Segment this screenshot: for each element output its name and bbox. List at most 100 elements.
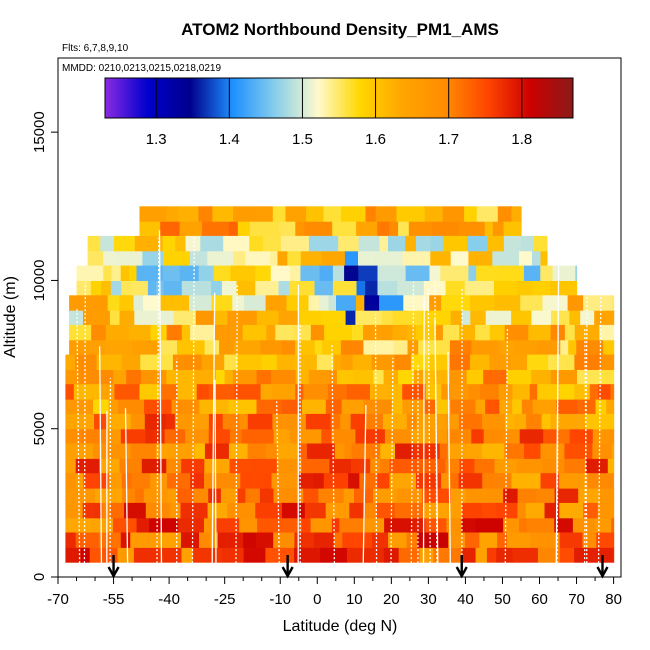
heatmap-cell (486, 488, 504, 504)
heatmap-cell (301, 458, 330, 474)
heatmap-cell (393, 339, 409, 356)
heatmap-cell (442, 324, 460, 341)
heatmap-cell (523, 265, 541, 281)
heatmap-cell (417, 532, 437, 548)
heatmap-cell (306, 206, 325, 222)
x-tick-label: 0 (313, 591, 321, 608)
heatmap-cell (527, 354, 549, 370)
heatmap-cell (181, 532, 200, 548)
heatmap-cell (574, 384, 591, 400)
heatmap-cell (119, 310, 135, 326)
heatmap-cell (424, 206, 444, 222)
heatmap-cell (223, 235, 250, 252)
heatmap-cell (266, 324, 276, 341)
heatmap-cell (194, 443, 206, 459)
x-tick-label: -10 (269, 591, 291, 608)
heatmap-cell (98, 532, 122, 548)
heatmap-cell (446, 517, 462, 534)
heatmap-cell (204, 443, 230, 459)
heatmap-cell (496, 547, 513, 563)
heatmap-cell (156, 547, 183, 563)
heatmap-cell (422, 488, 432, 504)
heatmap-cell (65, 547, 82, 563)
heatmap-cell (398, 369, 415, 385)
heatmap-cell (82, 502, 95, 519)
heatmap-cell (568, 339, 577, 356)
heatmap-cell (294, 532, 315, 548)
heatmap-cell (450, 473, 460, 489)
heatmap-cell (376, 502, 396, 519)
heatmap-cell (264, 473, 272, 489)
heatmap-cell (389, 221, 399, 237)
heatmap-cell (410, 428, 429, 445)
heatmap-cell (65, 354, 76, 370)
heatmap-cell (303, 488, 319, 504)
heatmap-cell (163, 250, 191, 267)
heatmap-cell (130, 280, 149, 296)
heatmap-cell (569, 428, 594, 445)
heatmap-cell (247, 413, 274, 430)
heatmap-cell (358, 265, 379, 281)
heatmap-cell (272, 206, 287, 222)
heatmap-cell (214, 310, 228, 326)
heatmap-cell (279, 221, 296, 237)
heatmap-cell (340, 339, 364, 356)
heatmap-cell (273, 428, 291, 445)
heatmap-cell (560, 339, 569, 356)
heatmap-cell (75, 354, 98, 370)
heatmap-cell (470, 354, 490, 370)
heatmap-cell (228, 399, 258, 415)
heatmap-cell (592, 428, 611, 445)
heatmap-cell (220, 488, 239, 504)
heatmap-cell (76, 265, 104, 281)
heatmap-cell (519, 221, 522, 237)
heatmap-cell (500, 265, 525, 281)
heatmap-cell (503, 221, 521, 237)
heatmap-cell (211, 280, 223, 296)
heatmap-cell (166, 324, 183, 341)
heatmap-cell (486, 547, 497, 563)
heatmap-cell (112, 517, 138, 534)
heatmap-cell (308, 295, 320, 311)
heatmap-cell (134, 235, 164, 252)
heatmap-cell (365, 280, 379, 296)
heatmap-cell (212, 206, 234, 222)
heatmap-cell (333, 354, 342, 370)
heatmap-cell (65, 532, 77, 548)
heatmap-cell (364, 517, 385, 534)
heatmap-cell (559, 473, 589, 489)
heatmap-cell (559, 532, 584, 548)
heatmap-cell (103, 265, 112, 281)
heatmap-cell (433, 547, 463, 563)
heatmap-cell (154, 428, 166, 445)
heatmap-cell (440, 265, 469, 281)
heatmap-cell (174, 413, 193, 430)
heatmap-cell (564, 324, 576, 341)
heatmap-cell (461, 502, 483, 519)
heatmap-cell (372, 324, 394, 341)
heatmap-cell (69, 295, 97, 311)
heatmap-cell (517, 488, 537, 504)
heatmap-cell (540, 443, 565, 459)
heatmap-cell (586, 458, 596, 474)
heatmap-cell (594, 310, 605, 326)
heatmap-cell (445, 280, 466, 296)
heatmap-cell (318, 488, 345, 504)
heatmap-cell (172, 354, 185, 370)
heatmap-cell (432, 221, 460, 237)
heatmap-cell (381, 310, 394, 326)
heatmap-cell (120, 265, 130, 281)
heatmap-cell (601, 354, 615, 370)
heatmap-cell (514, 339, 539, 356)
heatmap-cell (445, 458, 461, 474)
heatmap-cell (425, 384, 442, 400)
heatmap-cell (475, 324, 491, 341)
heatmap-cell (349, 502, 365, 519)
heatmap-cell (65, 458, 77, 474)
heatmap-cell (377, 280, 398, 296)
heatmap-cell (498, 384, 514, 400)
heatmap-cell (485, 310, 512, 326)
heatmap-cell (69, 339, 90, 356)
heatmap-cell (364, 295, 380, 311)
heatmap-cell (377, 339, 395, 356)
